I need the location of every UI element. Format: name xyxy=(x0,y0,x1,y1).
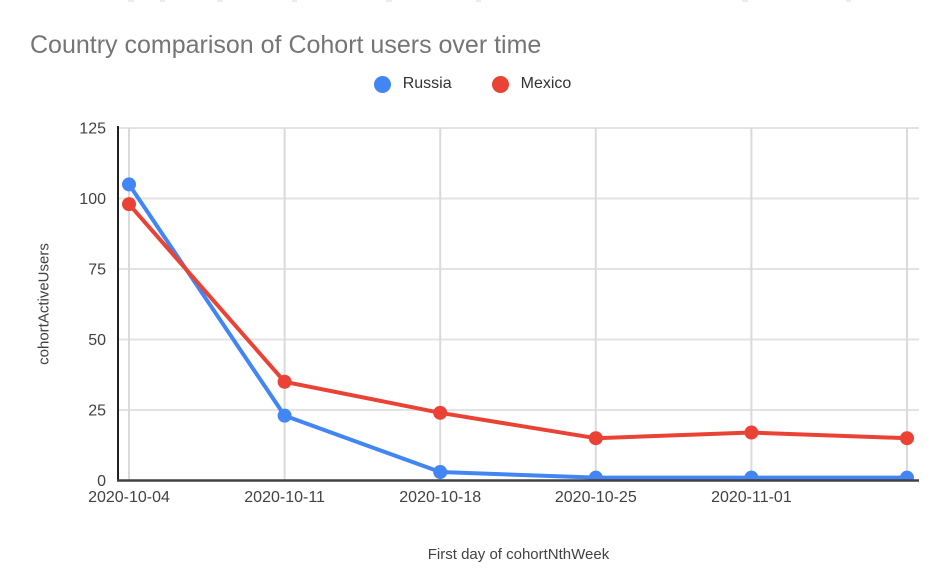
legend-label-mexico: Mexico xyxy=(520,75,572,92)
y-tick-label: 100 xyxy=(79,191,106,208)
data-point-russia[interactable] xyxy=(277,408,292,423)
y-tick-label: 50 xyxy=(88,332,106,349)
data-point-russia[interactable] xyxy=(744,470,759,485)
y-tick-label: 75 xyxy=(88,262,106,279)
data-point-russia[interactable] xyxy=(122,177,136,192)
data-point-mexico[interactable] xyxy=(122,197,136,212)
screenshot-edge-artifact xyxy=(160,0,165,2)
screenshot-edge-artifact xyxy=(476,0,481,2)
screenshot-edge-artifact xyxy=(386,0,392,2)
data-point-russia[interactable] xyxy=(900,470,914,485)
screenshot-edge-artifact xyxy=(292,0,297,2)
x-axis-title: First day of cohortNthWeek xyxy=(427,546,610,563)
series-mexico[interactable] xyxy=(122,197,914,446)
legend-item-mexico[interactable]: Mexico xyxy=(491,75,572,93)
axes xyxy=(117,126,919,482)
legend-label-russia: Russia xyxy=(402,75,452,92)
screenshot-edge-artifact xyxy=(742,0,748,2)
series-russia[interactable] xyxy=(122,177,914,484)
screenshot-edge-artifact xyxy=(217,0,223,2)
data-point-mexico[interactable] xyxy=(588,431,603,446)
y-tick-label: 25 xyxy=(88,403,106,420)
y-tick-label: 0 xyxy=(97,473,106,490)
data-point-mexico[interactable] xyxy=(433,405,448,420)
mexico-series-dot-icon xyxy=(491,75,509,93)
y-axis-title: cohortActiveUsers xyxy=(35,243,53,365)
x-tick-label: 2020-10-11 xyxy=(244,489,325,506)
russia-series-dot-icon xyxy=(373,75,391,93)
data-point-mexico[interactable] xyxy=(900,431,914,446)
gridlines xyxy=(118,127,919,482)
data-point-russia[interactable] xyxy=(588,470,603,485)
x-tick-label: 2020-11-01 xyxy=(711,489,792,506)
x-tick-label: 2020-10-04 xyxy=(88,489,170,506)
tick-labels: 0 25 50 75 100 125 2020-10-04 2020-10-11 2020-10… xyxy=(79,121,792,507)
data-point-mexico[interactable] xyxy=(744,425,759,440)
chart-title: Country comparison of Cohort users over … xyxy=(30,31,542,59)
screenshot-edge-artifact xyxy=(128,0,134,2)
legend-item-russia[interactable]: Russia xyxy=(373,75,452,93)
data-point-russia[interactable] xyxy=(433,465,448,480)
x-tick-label: 2020-10-18 xyxy=(399,489,481,506)
screenshot-edge-artifact xyxy=(846,0,851,2)
x-tick-label: 2020-10-25 xyxy=(555,489,637,506)
y-tick-label: 125 xyxy=(79,121,106,138)
data-point-mexico[interactable] xyxy=(277,374,292,389)
legend: Russia Mexico xyxy=(0,72,945,96)
